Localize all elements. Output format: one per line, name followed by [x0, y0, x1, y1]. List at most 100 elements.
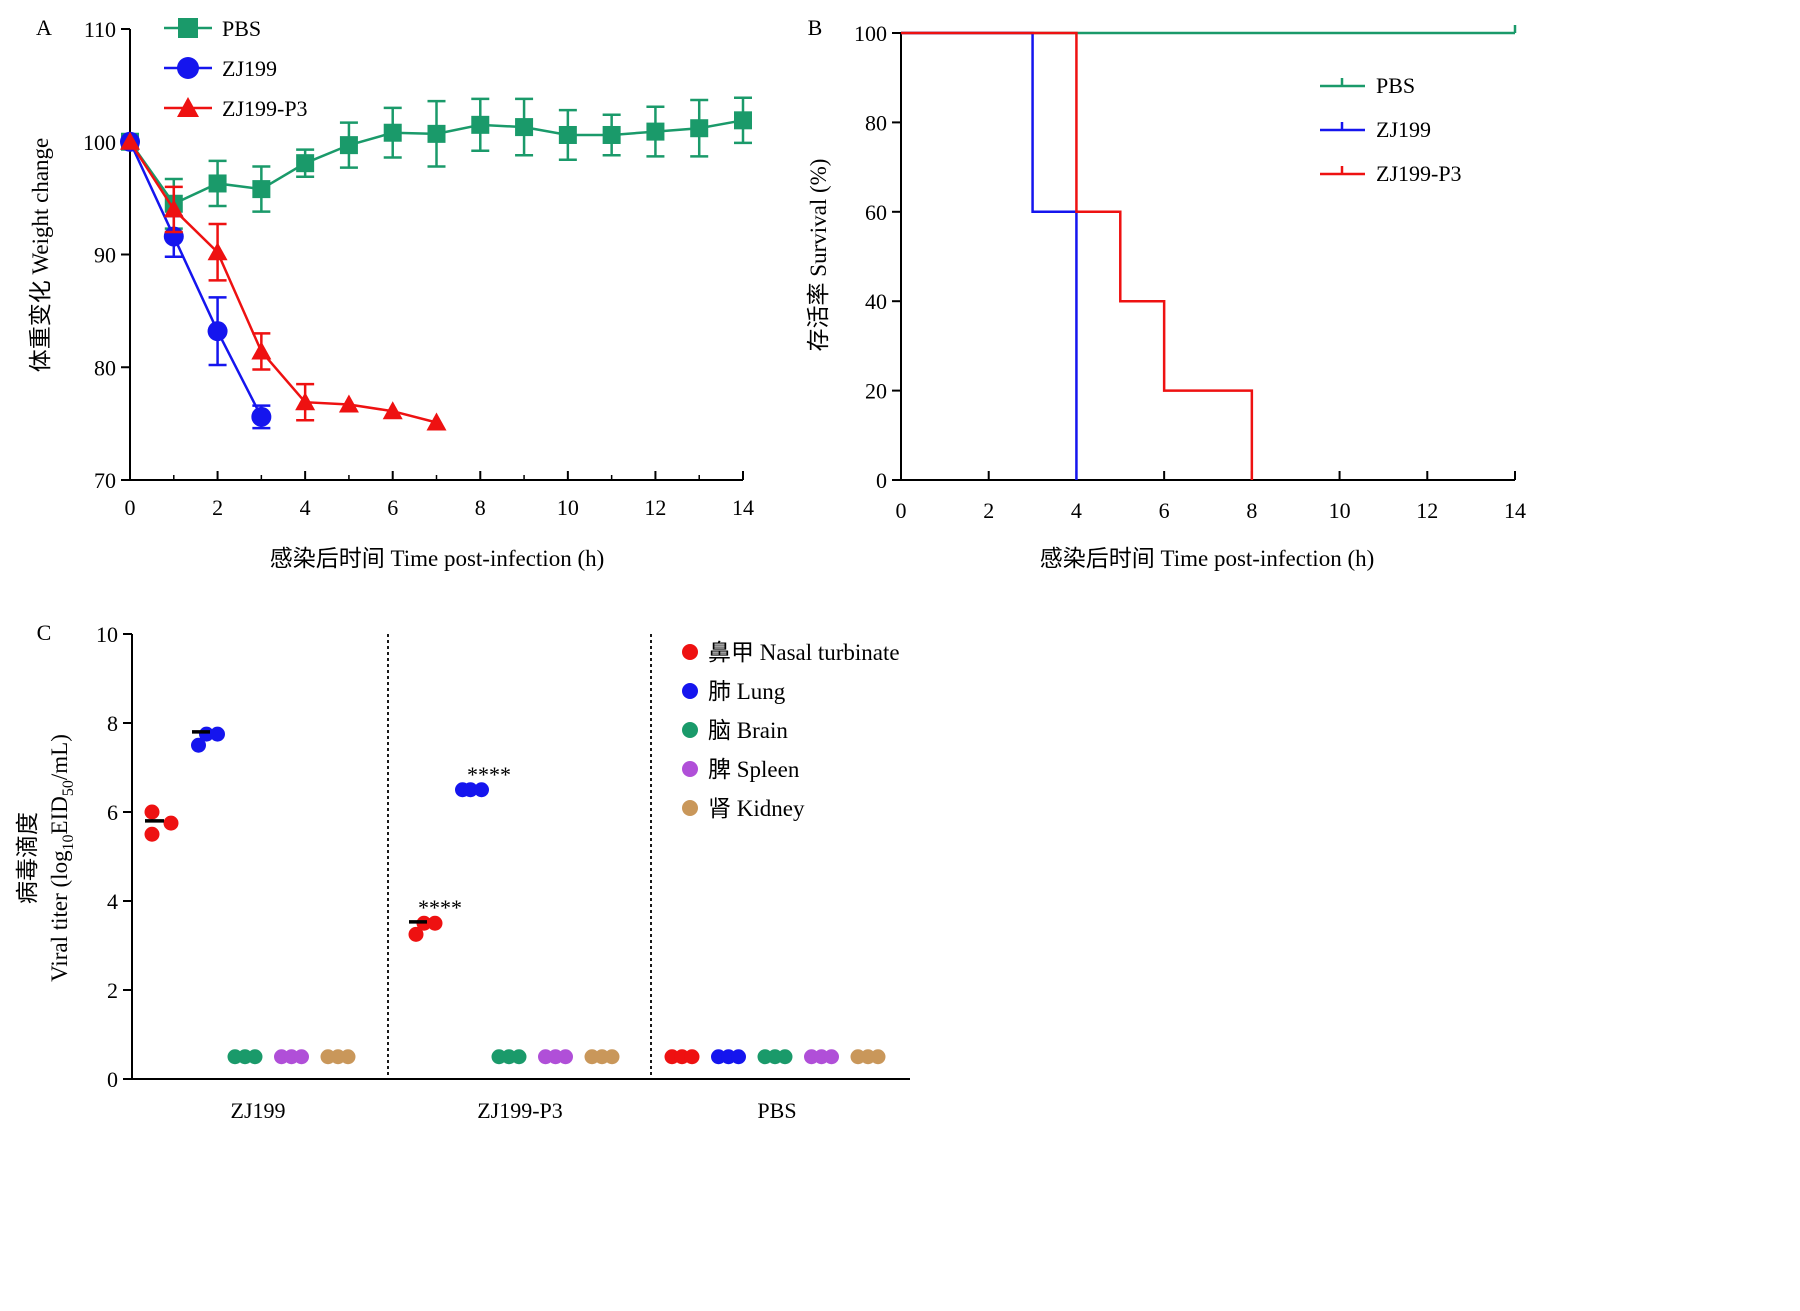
- b-legend-label: ZJ199-P3: [1376, 161, 1462, 186]
- c-legend-marker: [682, 644, 698, 660]
- a-x-tick-label: 4: [300, 495, 311, 520]
- b-y-axis-label: 存活率 Survival (%): [806, 159, 831, 352]
- c-y-tick-label: 4: [107, 889, 118, 914]
- c-y-axis-label-part: EID: [47, 796, 72, 834]
- b-y-tick-label: 60: [865, 200, 887, 225]
- c-category-label: PBS: [757, 1098, 796, 1123]
- c-legend-label: 脾 Spleen: [708, 757, 800, 782]
- panel-label-a: A: [36, 15, 52, 40]
- a-point-square: [383, 123, 402, 142]
- a-legend-label: PBS: [222, 16, 261, 41]
- a-point-square: [646, 122, 665, 141]
- c-data-point: [294, 1049, 309, 1065]
- a-point-square: [339, 136, 358, 155]
- a-point-circle: [207, 321, 228, 342]
- c-y-tick-label: 0: [107, 1067, 118, 1092]
- a-legend-marker: [177, 57, 199, 79]
- c-data-point: [247, 1049, 263, 1065]
- panel-label-c: C: [37, 620, 52, 645]
- b-y-tick-label: 100: [854, 21, 887, 46]
- c-significance-label: ****: [467, 762, 511, 787]
- c-data-point: [604, 1049, 620, 1065]
- a-y-tick-label: 90: [94, 243, 116, 268]
- a-series-line-zj199: [128, 141, 263, 418]
- a-point-square: [471, 115, 490, 134]
- c-legend-label: 鼻甲 Nasal turbinate: [708, 640, 900, 665]
- b-y-tick-label: 40: [865, 289, 887, 314]
- a-point-square: [427, 124, 446, 143]
- b-x-tick-label: 14: [1504, 498, 1526, 523]
- c-data-point: [777, 1049, 793, 1065]
- c-significance-label: ****: [418, 895, 462, 920]
- b-x-tick-label: 4: [1071, 498, 1082, 523]
- c-y-axis-label-line2: Viral titer (log10EID50/mL): [47, 734, 77, 982]
- a-y-tick-label: 100: [83, 130, 116, 155]
- a-y-tick-label: 70: [94, 468, 116, 493]
- a-point-square: [558, 125, 577, 144]
- b-legend-label: ZJ199: [1376, 117, 1431, 142]
- c-category-label: ZJ199: [231, 1098, 286, 1123]
- a-x-tick-label: 0: [125, 495, 136, 520]
- b-x-tick-label: 0: [896, 498, 907, 523]
- c-data-point: [870, 1049, 886, 1065]
- c-data-point: [731, 1049, 746, 1065]
- a-point-square: [296, 154, 315, 173]
- a-x-tick-label: 8: [475, 495, 486, 520]
- c-legend-marker: [682, 800, 698, 816]
- b-y-tick-label: 20: [865, 379, 887, 404]
- a-point-circle: [251, 406, 272, 427]
- c-data-point: [191, 737, 206, 753]
- a-point-triangle: [207, 242, 228, 261]
- b-x-tick-label: 10: [1329, 498, 1351, 523]
- b-x-tick-label: 6: [1159, 498, 1170, 523]
- a-y-tick-label: 110: [84, 17, 116, 42]
- c-data-point: [463, 782, 478, 798]
- a-point-square: [252, 180, 271, 199]
- b-survival-zj199: [901, 31, 1078, 480]
- c-y-axis-label-part: 50: [60, 780, 77, 796]
- a-x-tick-label: 2: [212, 495, 223, 520]
- c-legend-marker: [682, 683, 698, 699]
- a-legend-marker: [178, 18, 198, 38]
- a-x-axis-label: 感染后时间 Time post-infection (h): [270, 546, 605, 571]
- c-legend-label: 脑 Brain: [708, 718, 788, 743]
- c-category-label: ZJ199-P3: [477, 1098, 563, 1123]
- a-point-square: [515, 118, 534, 137]
- c-y-tick-label: 10: [96, 622, 118, 647]
- b-survival-zj199-p3: [901, 31, 1254, 480]
- a-point-triangle: [338, 394, 359, 413]
- c-y-axis-label-part: /mL): [47, 734, 72, 780]
- c-y-axis-label-line1: 病毒滴度: [15, 812, 40, 904]
- c-legend-label: 肺 Lung: [708, 679, 786, 704]
- c-data-point: [824, 1049, 839, 1065]
- a-point-triangle: [120, 131, 140, 150]
- a-point-triangle: [295, 392, 316, 411]
- c-data-point: [408, 926, 424, 942]
- a-point-triangle: [382, 401, 403, 420]
- c-data-point: [511, 1049, 527, 1065]
- figure: A B C 70 80 90 100 110 0 2 4 6 8 10 12 14 感染后时间 Time pos…: [15, 15, 1526, 1123]
- a-point-triangle: [426, 412, 447, 431]
- c-data-point: [210, 726, 225, 742]
- b-x-axis-label: 感染后时间 Time post-infection (h): [1040, 546, 1375, 571]
- c-legend-marker: [682, 722, 698, 738]
- c-data-point: [474, 782, 489, 798]
- a-x-tick-label: 6: [387, 495, 398, 520]
- a-y-axis-label: 体重变化 Weight change: [28, 138, 53, 372]
- c-data-point: [340, 1049, 356, 1065]
- a-point-square: [690, 119, 709, 138]
- a-point-triangle: [163, 199, 184, 218]
- a-legend-marker: [177, 97, 199, 117]
- a-point-square: [602, 125, 621, 144]
- b-y-tick-label: 80: [865, 110, 887, 135]
- a-x-tick-label: 14: [732, 495, 754, 520]
- a-x-tick-label: 12: [644, 495, 666, 520]
- b-legend-label: PBS: [1376, 73, 1415, 98]
- b-x-tick-label: 12: [1416, 498, 1438, 523]
- a-point-triangle: [251, 341, 272, 360]
- c-data-point: [144, 804, 160, 820]
- c-y-tick-label: 6: [107, 800, 118, 825]
- c-y-tick-label: 8: [107, 711, 118, 736]
- c-y-tick-label: 2: [107, 978, 118, 1003]
